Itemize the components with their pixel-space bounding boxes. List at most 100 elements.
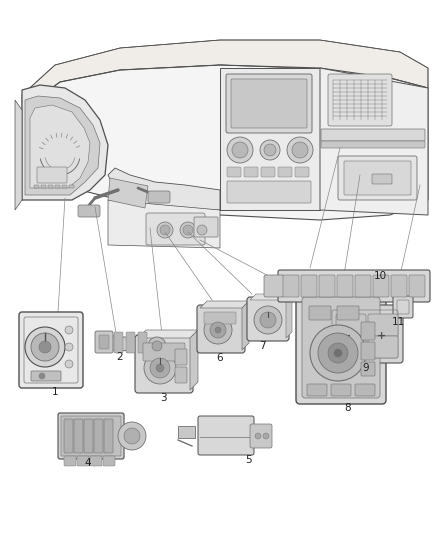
FancyBboxPatch shape bbox=[58, 413, 124, 459]
Circle shape bbox=[183, 225, 193, 235]
Circle shape bbox=[160, 225, 170, 235]
FancyBboxPatch shape bbox=[338, 156, 417, 200]
FancyBboxPatch shape bbox=[99, 335, 109, 349]
FancyBboxPatch shape bbox=[19, 312, 83, 388]
Text: 3: 3 bbox=[160, 393, 166, 403]
Polygon shape bbox=[15, 100, 22, 210]
Bar bbox=[55, 185, 60, 188]
FancyBboxPatch shape bbox=[373, 275, 389, 297]
FancyBboxPatch shape bbox=[146, 213, 205, 245]
FancyBboxPatch shape bbox=[319, 275, 335, 297]
Text: 4: 4 bbox=[85, 458, 91, 468]
FancyBboxPatch shape bbox=[103, 456, 115, 466]
Circle shape bbox=[118, 422, 146, 450]
FancyBboxPatch shape bbox=[135, 335, 193, 393]
FancyBboxPatch shape bbox=[74, 419, 83, 453]
FancyBboxPatch shape bbox=[37, 167, 67, 183]
Polygon shape bbox=[105, 335, 157, 352]
FancyBboxPatch shape bbox=[301, 275, 317, 297]
Text: 11: 11 bbox=[392, 317, 405, 327]
FancyBboxPatch shape bbox=[148, 191, 170, 203]
Circle shape bbox=[65, 326, 73, 334]
Circle shape bbox=[157, 222, 173, 238]
Polygon shape bbox=[242, 301, 249, 350]
FancyBboxPatch shape bbox=[84, 419, 93, 453]
Polygon shape bbox=[108, 168, 220, 210]
Circle shape bbox=[260, 312, 276, 328]
Polygon shape bbox=[25, 96, 100, 195]
FancyBboxPatch shape bbox=[391, 275, 407, 297]
Circle shape bbox=[227, 137, 253, 163]
FancyBboxPatch shape bbox=[264, 275, 284, 297]
FancyBboxPatch shape bbox=[321, 141, 425, 148]
Text: 1: 1 bbox=[52, 387, 58, 397]
FancyBboxPatch shape bbox=[372, 174, 392, 184]
FancyBboxPatch shape bbox=[393, 296, 413, 318]
FancyBboxPatch shape bbox=[296, 291, 386, 404]
Polygon shape bbox=[22, 65, 428, 220]
Circle shape bbox=[328, 343, 348, 363]
FancyBboxPatch shape bbox=[227, 181, 311, 203]
Polygon shape bbox=[286, 294, 292, 338]
Polygon shape bbox=[178, 426, 195, 438]
Polygon shape bbox=[200, 301, 249, 308]
FancyBboxPatch shape bbox=[278, 270, 430, 302]
Circle shape bbox=[260, 140, 280, 160]
Circle shape bbox=[210, 322, 226, 338]
FancyBboxPatch shape bbox=[368, 314, 398, 336]
FancyBboxPatch shape bbox=[64, 456, 76, 466]
FancyBboxPatch shape bbox=[250, 424, 272, 448]
FancyBboxPatch shape bbox=[337, 306, 359, 320]
Circle shape bbox=[148, 337, 166, 355]
Text: 7: 7 bbox=[259, 341, 265, 351]
FancyBboxPatch shape bbox=[194, 217, 218, 237]
FancyBboxPatch shape bbox=[327, 305, 403, 363]
FancyBboxPatch shape bbox=[361, 362, 375, 376]
Circle shape bbox=[150, 358, 170, 378]
Polygon shape bbox=[108, 178, 148, 208]
Circle shape bbox=[292, 142, 308, 158]
Text: 2: 2 bbox=[117, 352, 124, 362]
FancyBboxPatch shape bbox=[175, 367, 187, 383]
Polygon shape bbox=[220, 68, 320, 210]
Circle shape bbox=[318, 333, 358, 373]
FancyBboxPatch shape bbox=[77, 456, 89, 466]
FancyBboxPatch shape bbox=[309, 306, 331, 320]
Text: 5: 5 bbox=[245, 455, 251, 465]
Circle shape bbox=[25, 327, 65, 367]
FancyBboxPatch shape bbox=[175, 349, 187, 365]
Polygon shape bbox=[320, 68, 428, 215]
Bar bbox=[69, 185, 74, 188]
Polygon shape bbox=[138, 330, 198, 338]
Polygon shape bbox=[22, 40, 428, 110]
Circle shape bbox=[232, 142, 248, 158]
FancyBboxPatch shape bbox=[78, 205, 100, 217]
Circle shape bbox=[197, 225, 207, 235]
Circle shape bbox=[156, 364, 164, 372]
Polygon shape bbox=[190, 330, 198, 390]
Circle shape bbox=[180, 222, 196, 238]
Text: 9: 9 bbox=[363, 363, 369, 373]
Circle shape bbox=[287, 137, 313, 163]
FancyBboxPatch shape bbox=[337, 275, 353, 297]
Circle shape bbox=[144, 352, 176, 384]
FancyBboxPatch shape bbox=[321, 129, 425, 141]
FancyBboxPatch shape bbox=[302, 297, 380, 398]
Circle shape bbox=[65, 360, 73, 368]
FancyBboxPatch shape bbox=[138, 332, 147, 353]
FancyBboxPatch shape bbox=[307, 384, 327, 396]
Circle shape bbox=[263, 433, 269, 439]
Circle shape bbox=[310, 325, 366, 381]
FancyBboxPatch shape bbox=[344, 161, 411, 195]
FancyBboxPatch shape bbox=[295, 167, 309, 177]
FancyBboxPatch shape bbox=[198, 416, 254, 455]
FancyBboxPatch shape bbox=[104, 419, 113, 453]
FancyBboxPatch shape bbox=[31, 371, 61, 381]
FancyBboxPatch shape bbox=[355, 384, 375, 396]
Text: 8: 8 bbox=[345, 403, 351, 413]
Bar bbox=[34, 185, 39, 188]
FancyBboxPatch shape bbox=[331, 384, 351, 396]
Circle shape bbox=[334, 349, 342, 357]
FancyBboxPatch shape bbox=[336, 314, 366, 336]
Text: 6: 6 bbox=[217, 353, 223, 363]
